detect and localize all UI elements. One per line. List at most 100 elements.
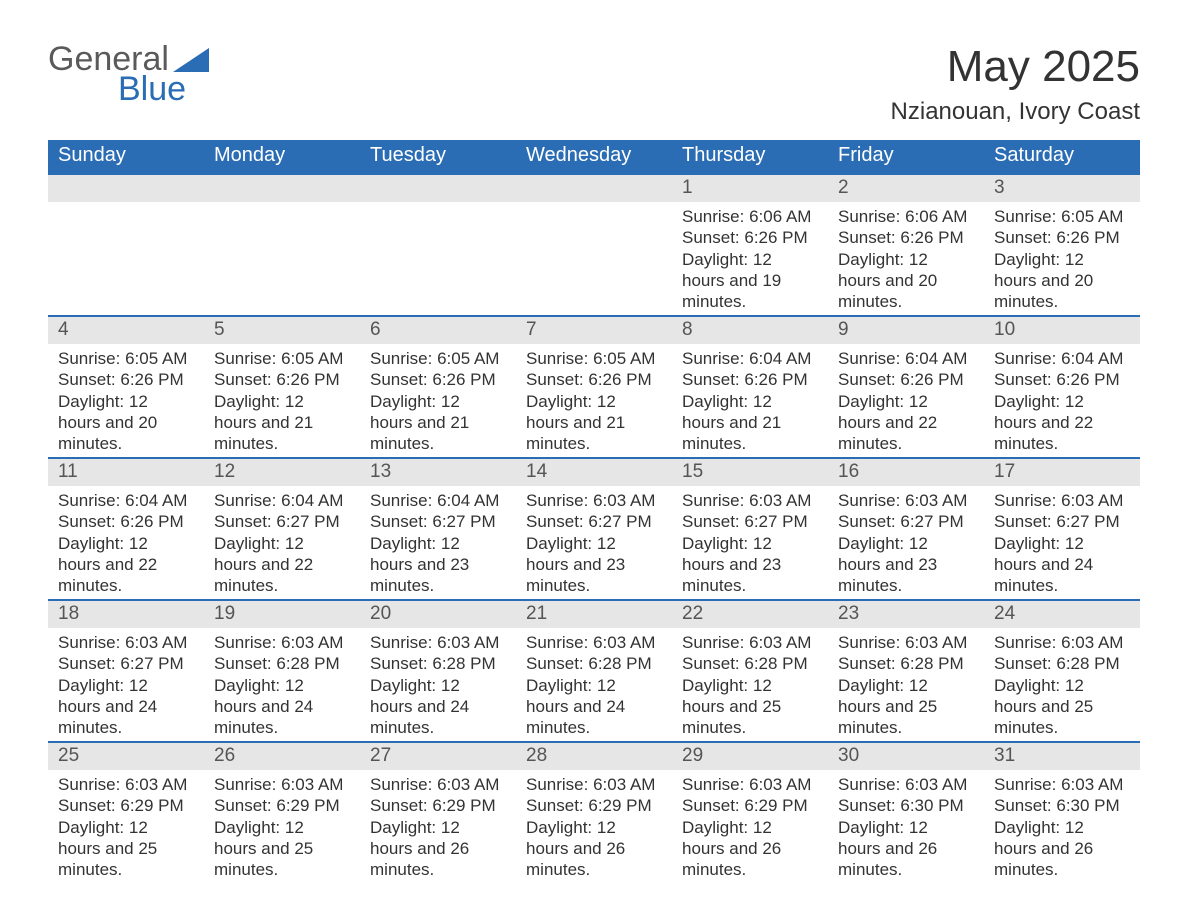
day-number: 14 <box>516 459 672 486</box>
sunset-line: Sunset: 6:28 PM <box>838 653 974 674</box>
day-number: 18 <box>48 601 204 628</box>
day-number: 20 <box>360 601 516 628</box>
day-number: 8 <box>672 317 828 344</box>
daylight-line: Daylight: 12 hours and 19 minutes. <box>682 249 818 313</box>
day-number: 30 <box>828 743 984 770</box>
day-number: 29 <box>672 743 828 770</box>
daylight-line: Daylight: 12 hours and 25 minutes. <box>214 817 350 881</box>
daylight-line: Daylight: 12 hours and 24 minutes. <box>370 675 506 739</box>
day-number <box>516 175 672 202</box>
day-number <box>360 175 516 202</box>
day-body: Sunrise: 6:03 AMSunset: 6:29 PMDaylight:… <box>516 770 672 880</box>
daylight-line: Daylight: 12 hours and 26 minutes. <box>682 817 818 881</box>
sunset-line: Sunset: 6:26 PM <box>58 369 194 390</box>
sunrise-line: Sunrise: 6:03 AM <box>838 490 974 511</box>
sunrise-line: Sunrise: 6:03 AM <box>370 774 506 795</box>
sunrise-line: Sunrise: 6:03 AM <box>994 774 1130 795</box>
calendar-cell: 24Sunrise: 6:03 AMSunset: 6:28 PMDayligh… <box>984 600 1140 742</box>
calendar-cell: 29Sunrise: 6:03 AMSunset: 6:29 PMDayligh… <box>672 742 828 884</box>
daylight-line: Daylight: 12 hours and 23 minutes. <box>370 533 506 597</box>
daylight-line: Daylight: 12 hours and 21 minutes. <box>526 391 662 455</box>
sunrise-line: Sunrise: 6:06 AM <box>682 206 818 227</box>
day-body: Sunrise: 6:03 AMSunset: 6:29 PMDaylight:… <box>672 770 828 880</box>
calendar-week-row: 11Sunrise: 6:04 AMSunset: 6:26 PMDayligh… <box>48 458 1140 600</box>
sunset-line: Sunset: 6:29 PM <box>682 795 818 816</box>
sunset-line: Sunset: 6:26 PM <box>994 369 1130 390</box>
calendar-cell: 21Sunrise: 6:03 AMSunset: 6:28 PMDayligh… <box>516 600 672 742</box>
sunset-line: Sunset: 6:27 PM <box>526 511 662 532</box>
day-number: 26 <box>204 743 360 770</box>
daylight-line: Daylight: 12 hours and 22 minutes. <box>994 391 1130 455</box>
calendar-cell: 26Sunrise: 6:03 AMSunset: 6:29 PMDayligh… <box>204 742 360 884</box>
sunset-line: Sunset: 6:26 PM <box>838 369 974 390</box>
logo: General Blue <box>48 42 209 106</box>
day-body: Sunrise: 6:03 AMSunset: 6:30 PMDaylight:… <box>984 770 1140 880</box>
calendar-cell: 13Sunrise: 6:04 AMSunset: 6:27 PMDayligh… <box>360 458 516 600</box>
daylight-line: Daylight: 12 hours and 26 minutes. <box>526 817 662 881</box>
calendar-cell: 12Sunrise: 6:04 AMSunset: 6:27 PMDayligh… <box>204 458 360 600</box>
day-body: Sunrise: 6:04 AMSunset: 6:26 PMDaylight:… <box>48 486 204 596</box>
sunrise-line: Sunrise: 6:03 AM <box>526 774 662 795</box>
day-body: Sunrise: 6:03 AMSunset: 6:27 PMDaylight:… <box>828 486 984 596</box>
sunrise-line: Sunrise: 6:03 AM <box>214 774 350 795</box>
col-sunday: Sunday <box>48 140 204 174</box>
sunrise-line: Sunrise: 6:04 AM <box>682 348 818 369</box>
sunset-line: Sunset: 6:28 PM <box>994 653 1130 674</box>
sunset-line: Sunset: 6:27 PM <box>994 511 1130 532</box>
calendar-cell: 9Sunrise: 6:04 AMSunset: 6:26 PMDaylight… <box>828 316 984 458</box>
day-body: Sunrise: 6:03 AMSunset: 6:29 PMDaylight:… <box>48 770 204 880</box>
calendar-cell: 8Sunrise: 6:04 AMSunset: 6:26 PMDaylight… <box>672 316 828 458</box>
daylight-line: Daylight: 12 hours and 26 minutes. <box>370 817 506 881</box>
sunrise-line: Sunrise: 6:04 AM <box>214 490 350 511</box>
sunset-line: Sunset: 6:26 PM <box>838 227 974 248</box>
sunset-line: Sunset: 6:29 PM <box>370 795 506 816</box>
topbar: General Blue May 2025 Nzianouan, Ivory C… <box>48 42 1140 126</box>
calendar-cell: 19Sunrise: 6:03 AMSunset: 6:28 PMDayligh… <box>204 600 360 742</box>
day-body: Sunrise: 6:04 AMSunset: 6:26 PMDaylight:… <box>828 344 984 454</box>
sunrise-line: Sunrise: 6:04 AM <box>58 490 194 511</box>
calendar-cell: 17Sunrise: 6:03 AMSunset: 6:27 PMDayligh… <box>984 458 1140 600</box>
sunset-line: Sunset: 6:28 PM <box>526 653 662 674</box>
sunset-line: Sunset: 6:27 PM <box>838 511 974 532</box>
calendar-cell: 31Sunrise: 6:03 AMSunset: 6:30 PMDayligh… <box>984 742 1140 884</box>
day-number: 2 <box>828 175 984 202</box>
calendar-week-row: 25Sunrise: 6:03 AMSunset: 6:29 PMDayligh… <box>48 742 1140 884</box>
daylight-line: Daylight: 12 hours and 24 minutes. <box>526 675 662 739</box>
title-block: May 2025 Nzianouan, Ivory Coast <box>891 42 1140 126</box>
sunrise-line: Sunrise: 6:03 AM <box>526 490 662 511</box>
daylight-line: Daylight: 12 hours and 22 minutes. <box>214 533 350 597</box>
day-number: 13 <box>360 459 516 486</box>
calendar-table: Sunday Monday Tuesday Wednesday Thursday… <box>48 140 1140 884</box>
calendar-cell: 10Sunrise: 6:04 AMSunset: 6:26 PMDayligh… <box>984 316 1140 458</box>
daylight-line: Daylight: 12 hours and 21 minutes. <box>682 391 818 455</box>
sunset-line: Sunset: 6:26 PM <box>526 369 662 390</box>
sunrise-line: Sunrise: 6:05 AM <box>58 348 194 369</box>
day-body: Sunrise: 6:03 AMSunset: 6:27 PMDaylight:… <box>672 486 828 596</box>
sunset-line: Sunset: 6:28 PM <box>682 653 818 674</box>
sunset-line: Sunset: 6:26 PM <box>994 227 1130 248</box>
day-number: 6 <box>360 317 516 344</box>
day-number: 4 <box>48 317 204 344</box>
sunset-line: Sunset: 6:27 PM <box>682 511 818 532</box>
sunset-line: Sunset: 6:28 PM <box>214 653 350 674</box>
calendar-page: General Blue May 2025 Nzianouan, Ivory C… <box>0 0 1188 918</box>
month-title: May 2025 <box>891 42 1140 92</box>
sunrise-line: Sunrise: 6:03 AM <box>526 632 662 653</box>
day-body: Sunrise: 6:03 AMSunset: 6:30 PMDaylight:… <box>828 770 984 880</box>
sunset-line: Sunset: 6:30 PM <box>994 795 1130 816</box>
sunset-line: Sunset: 6:28 PM <box>370 653 506 674</box>
col-thursday: Thursday <box>672 140 828 174</box>
calendar-cell <box>516 174 672 316</box>
calendar-cell: 14Sunrise: 6:03 AMSunset: 6:27 PMDayligh… <box>516 458 672 600</box>
day-body: Sunrise: 6:03 AMSunset: 6:27 PMDaylight:… <box>48 628 204 738</box>
day-number <box>204 175 360 202</box>
day-number: 27 <box>360 743 516 770</box>
calendar-cell: 25Sunrise: 6:03 AMSunset: 6:29 PMDayligh… <box>48 742 204 884</box>
day-body: Sunrise: 6:04 AMSunset: 6:26 PMDaylight:… <box>672 344 828 454</box>
calendar-cell: 3Sunrise: 6:05 AMSunset: 6:26 PMDaylight… <box>984 174 1140 316</box>
sunset-line: Sunset: 6:26 PM <box>370 369 506 390</box>
day-body: Sunrise: 6:05 AMSunset: 6:26 PMDaylight:… <box>984 202 1140 312</box>
daylight-line: Daylight: 12 hours and 22 minutes. <box>58 533 194 597</box>
sunset-line: Sunset: 6:29 PM <box>526 795 662 816</box>
calendar-week-row: 4Sunrise: 6:05 AMSunset: 6:26 PMDaylight… <box>48 316 1140 458</box>
